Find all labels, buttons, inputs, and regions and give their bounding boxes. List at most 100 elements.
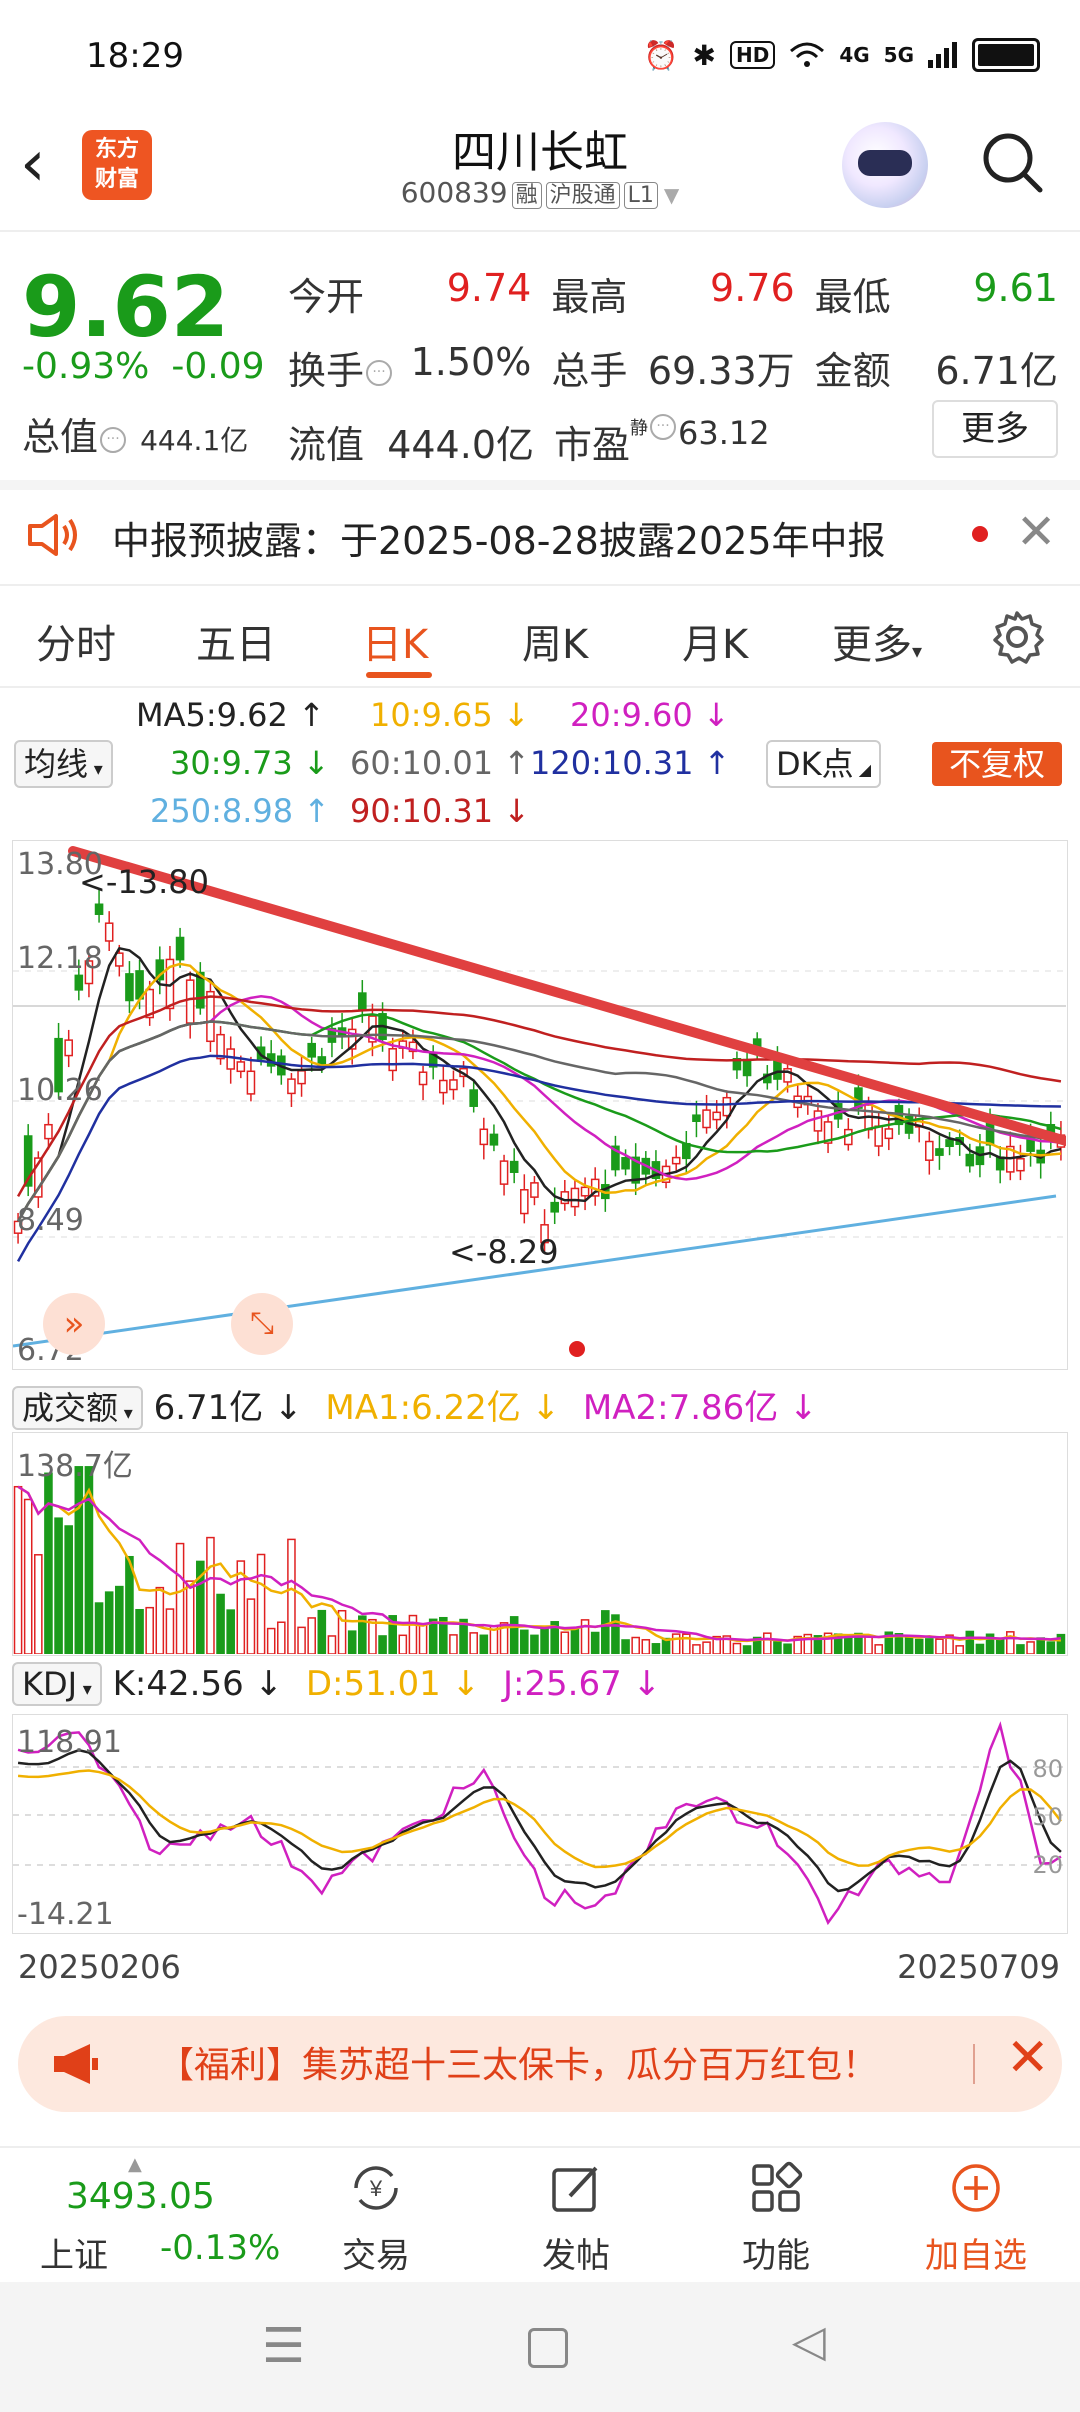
volume-bar	[54, 1517, 63, 1654]
volume-bar	[236, 1560, 246, 1654]
volume-header: 成交额 ▾ 6.71亿 ↓ MA1:6.22亿 ↓ MA2:7.86亿 ↓	[12, 1380, 818, 1430]
settings-gear-icon[interactable]	[990, 610, 1044, 664]
kdj-chart[interactable]: 118.91 -14.21 80 50 20	[12, 1714, 1068, 1934]
nav-add-watchlist[interactable]: 加自选	[906, 2148, 1046, 2277]
volume-bar	[1016, 1644, 1025, 1654]
volume-bar	[844, 1636, 853, 1654]
candle-body	[732, 1058, 742, 1071]
event-dot[interactable]	[569, 1341, 585, 1357]
nav-trade[interactable]: ¥ 交易	[306, 2148, 446, 2277]
volume-value: 69.33万	[647, 348, 795, 393]
search-icon[interactable]	[978, 128, 1044, 194]
amount-cell: 金额 6.71亿	[815, 340, 1058, 395]
total-market-value[interactable]: 总值 ··· 444.1亿	[22, 406, 248, 461]
quote-row: 流值 444.0亿 市盈静 ··· 63.12	[288, 404, 1058, 478]
info-icon: ···	[650, 413, 677, 440]
volume-bar	[965, 1630, 975, 1654]
min-price-marker: <-8.29	[449, 1233, 559, 1271]
volume-chart[interactable]: 138.7亿	[12, 1432, 1068, 1656]
close-icon[interactable]: ✕	[1006, 2028, 1050, 2088]
volume-bar	[763, 1632, 772, 1654]
y-axis-label: 12.18	[17, 941, 103, 976]
candle-body	[196, 971, 205, 1009]
volume-bar	[398, 1634, 408, 1654]
svg-text:¥: ¥	[369, 2176, 383, 2201]
volume-bar	[277, 1621, 286, 1654]
tab-weekly-k[interactable]: 周K	[522, 622, 589, 668]
candle-body	[479, 1128, 489, 1146]
volume-bar	[388, 1615, 397, 1654]
dropdown-triangle-icon: ▼	[663, 183, 680, 207]
home-icon[interactable]	[528, 2328, 568, 2368]
back-arrow-icon[interactable]: ‹	[20, 127, 46, 201]
volume-bar	[368, 1618, 377, 1654]
kdj-selector[interactable]: KDJ ▾	[12, 1662, 102, 1706]
candle-body	[297, 1070, 306, 1085]
candle-body	[23, 1135, 33, 1187]
dk-point-button[interactable]: DK点 ◢	[766, 740, 882, 788]
candle-body	[935, 1148, 944, 1156]
start-date: 20250206	[18, 1948, 181, 1986]
volume-bar	[64, 1525, 73, 1654]
close-icon[interactable]: ✕	[1016, 504, 1057, 560]
ma60-line	[16, 1020, 1062, 1223]
expand-right-icon[interactable]: »	[43, 1293, 105, 1355]
volume-bar	[428, 1618, 438, 1654]
volume-ma2: MA2:7.86亿 ↓	[582, 1388, 818, 1428]
volume-bar	[347, 1630, 357, 1654]
no-adjust-button[interactable]: 不复权	[932, 742, 1062, 786]
volume-bar	[125, 1555, 134, 1654]
tab-daily-k[interactable]: 日K	[362, 622, 429, 668]
tab-more[interactable]: 更多▾	[832, 612, 922, 670]
index-name[interactable]: 上证	[40, 2236, 108, 2276]
volume-bar	[884, 1631, 894, 1654]
index-change[interactable]: -0.13%	[160, 2228, 281, 2268]
volume-bar	[894, 1633, 904, 1654]
candle-body	[540, 1224, 549, 1244]
logo-text-1: 东方	[94, 137, 139, 162]
volume-bar	[145, 1606, 154, 1654]
volume-bar	[358, 1615, 367, 1654]
promo-separator	[973, 2044, 975, 2084]
kline-chart[interactable]: 13.80 12.18 10.26 8.49 6.72 <-13.80 <-8.…	[12, 840, 1068, 1370]
candle-body	[1016, 1158, 1025, 1172]
kdj-level-20: 20	[1032, 1851, 1063, 1879]
candle-body	[216, 1033, 225, 1060]
tab-monthly-k[interactable]: 月K	[682, 622, 749, 668]
candle-body	[611, 1145, 620, 1171]
app-logo[interactable]: 东方 财富	[82, 130, 152, 200]
volume-bar	[165, 1608, 175, 1654]
back-triangle-icon[interactable]: ◁	[792, 2316, 826, 2367]
price-change: -0.93% -0.09	[22, 346, 287, 387]
more-button[interactable]: 更多	[932, 400, 1058, 458]
assistant-robot-icon[interactable]	[842, 122, 928, 208]
quote-row: 换手 ··· 1.50% 总手 69.33万 金额 6.71亿	[288, 330, 1058, 404]
tab-five-day[interactable]: 五日	[196, 622, 276, 668]
promo-banner[interactable]: 【福利】集苏超十三太保卡，瓜分百万红包！ ✕	[18, 2016, 1062, 2112]
tab-more-label: 更多	[832, 622, 912, 668]
tab-intraday[interactable]: 分时	[36, 622, 116, 668]
notice-bar[interactable]: 中报预披露：于2025-08-28披露2025年中报 ✕	[0, 488, 1080, 582]
volume-bar	[23, 1498, 33, 1654]
tag-level: L1	[623, 182, 658, 209]
zoom-arrows-icon[interactable]: ⤡	[231, 1293, 293, 1355]
pe-cell[interactable]: 市盈静 ··· 63.12	[554, 413, 800, 469]
volume-bar	[226, 1609, 235, 1654]
nav-functions[interactable]: 功能	[706, 2148, 846, 2277]
candle-body	[125, 973, 134, 1002]
caret-up-icon: ▲	[128, 2154, 142, 2175]
stock-code-line[interactable]: 600839 融沪股通 L1 ▼	[0, 176, 1080, 209]
volume-value: 6.71亿 ↓	[153, 1388, 303, 1428]
candle-body	[722, 1096, 732, 1117]
turnover-cell[interactable]: 换手 ··· 1.50%	[288, 340, 531, 395]
nav-post[interactable]: 发帖	[506, 2148, 646, 2277]
ma-selector[interactable]: 均线 ▾	[14, 740, 113, 788]
low-label: 最低	[814, 274, 891, 319]
menu-icon[interactable]: ☰	[262, 2318, 306, 2374]
nav-functions-label: 功能	[742, 2236, 810, 2276]
volume-selector[interactable]: 成交额 ▾	[12, 1386, 143, 1430]
index-value[interactable]: 3493.05	[66, 2176, 215, 2217]
candle-body	[236, 1061, 246, 1073]
volume-bar	[135, 1608, 144, 1654]
volume-bar	[935, 1638, 944, 1654]
